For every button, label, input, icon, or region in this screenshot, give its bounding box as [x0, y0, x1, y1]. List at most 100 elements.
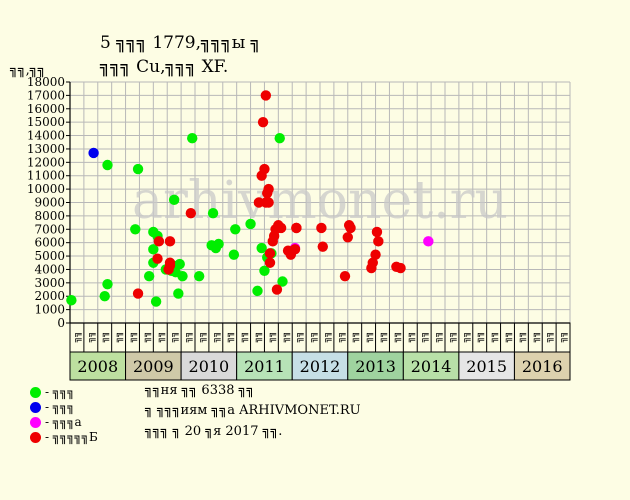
legend-marker — [30, 387, 41, 398]
year-label-2012: 2012 — [300, 357, 341, 376]
data-point-series-0 — [213, 238, 224, 250]
month-label: ╗╗ — [253, 332, 263, 343]
data-point-series-3 — [370, 249, 381, 260]
month-label: ╗╗ — [350, 332, 360, 343]
y-tick-label: 4000 — [34, 262, 65, 276]
data-point-series-3 — [257, 116, 269, 128]
data-point-series-0 — [150, 296, 162, 307]
data-point-series-0 — [148, 244, 159, 255]
legend-marker — [30, 402, 41, 413]
month-label: ╗╗ — [267, 332, 277, 343]
y-tick-label: 18000 — [27, 75, 65, 89]
data-point-series-0 — [102, 278, 113, 290]
data-point-series-3 — [264, 257, 276, 268]
data-point-series-3 — [164, 236, 176, 247]
data-point-series-3 — [153, 236, 165, 247]
month-label: ╗╗ — [392, 332, 402, 343]
y-tick-label: 0 — [57, 316, 65, 330]
note-date: ╗╗╗ ╗ 20 ╗я 2017 ╗╗. — [145, 424, 283, 439]
month-label: ╗╗ — [517, 332, 527, 343]
year-label-2008: 2008 — [77, 357, 118, 376]
data-point-series-0 — [252, 285, 263, 297]
month-label: ╗╗ — [461, 332, 471, 343]
data-point-series-0 — [99, 291, 110, 302]
month-label: ╗╗ — [434, 332, 444, 343]
data-point-series-0 — [102, 159, 113, 171]
y-tick-label: 13000 — [27, 142, 65, 156]
data-point-series-0 — [228, 249, 240, 260]
year-band-2009 — [125, 351, 182, 381]
year-label-2010: 2010 — [189, 357, 230, 376]
data-point-series-3 — [317, 241, 328, 252]
month-label: ╗╗ — [100, 332, 110, 343]
data-point-series-3 — [259, 163, 270, 175]
y-tick-label: 14000 — [27, 129, 65, 143]
data-point-series-3 — [289, 244, 301, 255]
data-point-series-0 — [132, 163, 144, 175]
data-point-series-3 — [152, 253, 163, 264]
legend-label: - ╗╗╗а — [45, 415, 82, 429]
month-label: ╗╗ — [197, 332, 207, 343]
data-point-series-0 — [130, 224, 141, 235]
month-label: ╗╗ — [86, 332, 96, 343]
month-label: ╗╗ — [364, 332, 374, 343]
year-label-2014: 2014 — [411, 357, 452, 376]
y-tick-label: 12000 — [27, 155, 65, 169]
month-label: ╗╗ — [114, 332, 124, 343]
month-label: ╗╗ — [239, 332, 249, 343]
data-point-series-3 — [345, 222, 356, 234]
y-tick-label: 5000 — [34, 249, 65, 263]
month-label: ╗╗ — [378, 332, 388, 343]
year-band-2011 — [236, 351, 293, 381]
note-sales-count: ╗╗ня ╗╗ 6338 ╗╗ — [145, 383, 255, 398]
legend-label: - ╗╗╗ — [45, 400, 75, 414]
data-point-series-3 — [260, 90, 272, 101]
data-point-series-3 — [185, 208, 197, 219]
data-point-series-3 — [316, 222, 327, 234]
data-point-series-3 — [291, 222, 302, 234]
legend-marker — [30, 432, 41, 443]
month-label: ╗╗ — [489, 332, 499, 343]
y-tick-label: 10000 — [27, 182, 65, 196]
year-label-2015: 2015 — [466, 357, 507, 376]
month-label: ╗╗ — [281, 332, 291, 343]
month-label: ╗╗ — [336, 332, 346, 343]
y-tick-label: 8000 — [34, 209, 65, 223]
month-label: ╗╗ — [170, 332, 180, 343]
data-point-series-3 — [264, 248, 276, 259]
year-band-2010 — [180, 351, 238, 381]
data-point-series-1 — [88, 147, 99, 159]
data-point-series-3 — [395, 262, 406, 274]
data-point-series-0 — [230, 224, 241, 235]
data-point-series-3 — [339, 270, 351, 282]
data-point-series-0 — [274, 133, 285, 144]
data-point-series-3 — [271, 284, 283, 295]
legend-label: - ╗╗╗ — [45, 385, 75, 399]
month-label: ╗╗ — [420, 332, 430, 343]
data-point-series-0 — [143, 270, 155, 282]
y-tick-label: 11000 — [27, 169, 65, 183]
month-label: ╗╗ — [545, 332, 555, 343]
chart-title-line-2: ╗╗╗ Cu,╗╗╗ XF. — [100, 57, 229, 77]
data-point-series-0 — [174, 258, 185, 270]
legend-label: - ╗╗╗╗╗Б — [45, 430, 98, 444]
year-label-2011: 2011 — [244, 357, 285, 376]
data-point-series-3 — [373, 236, 384, 247]
data-point-series-2 — [423, 236, 434, 247]
month-label: ╗╗ — [184, 332, 194, 343]
chart-title-line-1: 5 ╗╗╗ 1779,╗╗╗ы ╗ — [100, 33, 261, 53]
y-tick-label: 6000 — [34, 236, 65, 250]
data-point-series-0 — [66, 295, 77, 306]
month-label: ╗╗ — [309, 332, 319, 343]
data-point-series-3 — [275, 222, 287, 234]
year-band-2014 — [402, 351, 460, 381]
data-point-series-3 — [263, 183, 274, 195]
data-point-series-0 — [259, 265, 270, 276]
year-label-2016: 2016 — [522, 357, 563, 376]
month-label: ╗╗ — [295, 332, 305, 343]
data-point-series-3 — [367, 257, 378, 268]
month-label: ╗╗ — [156, 332, 166, 343]
y-tick-label: 17000 — [27, 88, 65, 102]
data-point-series-0 — [277, 276, 288, 287]
